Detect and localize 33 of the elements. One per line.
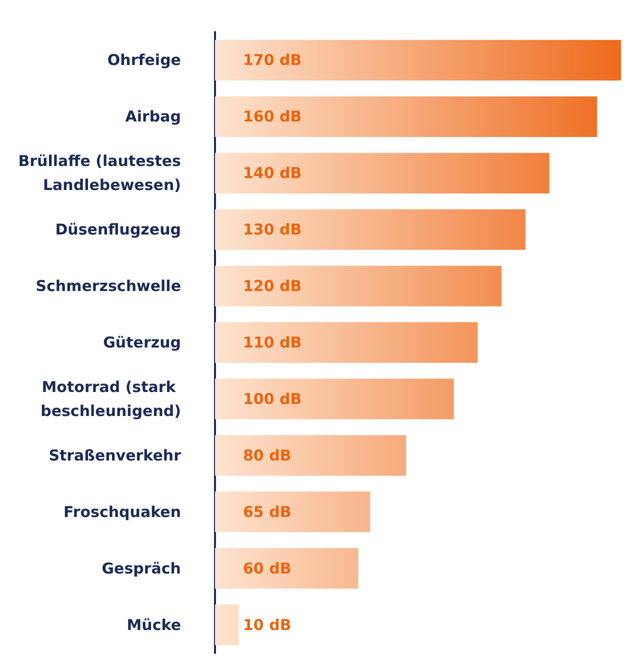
y-tick-label: Güterzug [103,334,181,352]
data-label: 110 dB [243,334,302,352]
bar [215,548,358,589]
y-tick-label: Froschquaken [64,502,181,521]
y-tick-label: Brüllaffe (lautestes Landlebewesen) [18,152,182,194]
y-tick-label: Motorrad (stark beschleunigend) [40,378,181,420]
y-tick-label: Ohrfeige [107,51,181,70]
data-label: 60 dB [243,559,292,578]
bar [215,322,478,363]
bar [215,604,239,646]
data-label: 65 dB [243,502,292,521]
data-label: 140 dB [243,164,302,182]
y-tick-label: Straßenverkehr [48,446,182,464]
bar [215,266,502,306]
y-tick-label: Airbag [125,108,181,126]
data-label: 170 dB [243,51,302,70]
data-label: 120 dB [243,277,302,296]
bar [215,492,370,532]
bar [215,40,621,81]
bar [215,378,454,420]
bar [215,152,550,194]
bar [215,435,406,476]
data-label: 130 dB [243,220,302,239]
y-tick-label: Gespräch [102,559,181,578]
bar [215,209,526,250]
bar [215,96,598,138]
data-label: 10 dB [243,616,292,634]
data-label: 80 dB [243,446,292,464]
y-tick-label: Schmerzschwelle [36,277,181,296]
y-tick-label: Mücke [126,616,181,634]
y-tick-label: Düsenflugzeug [55,220,181,239]
data-label: 160 dB [243,108,302,126]
data-label: 100 dB [243,390,302,408]
